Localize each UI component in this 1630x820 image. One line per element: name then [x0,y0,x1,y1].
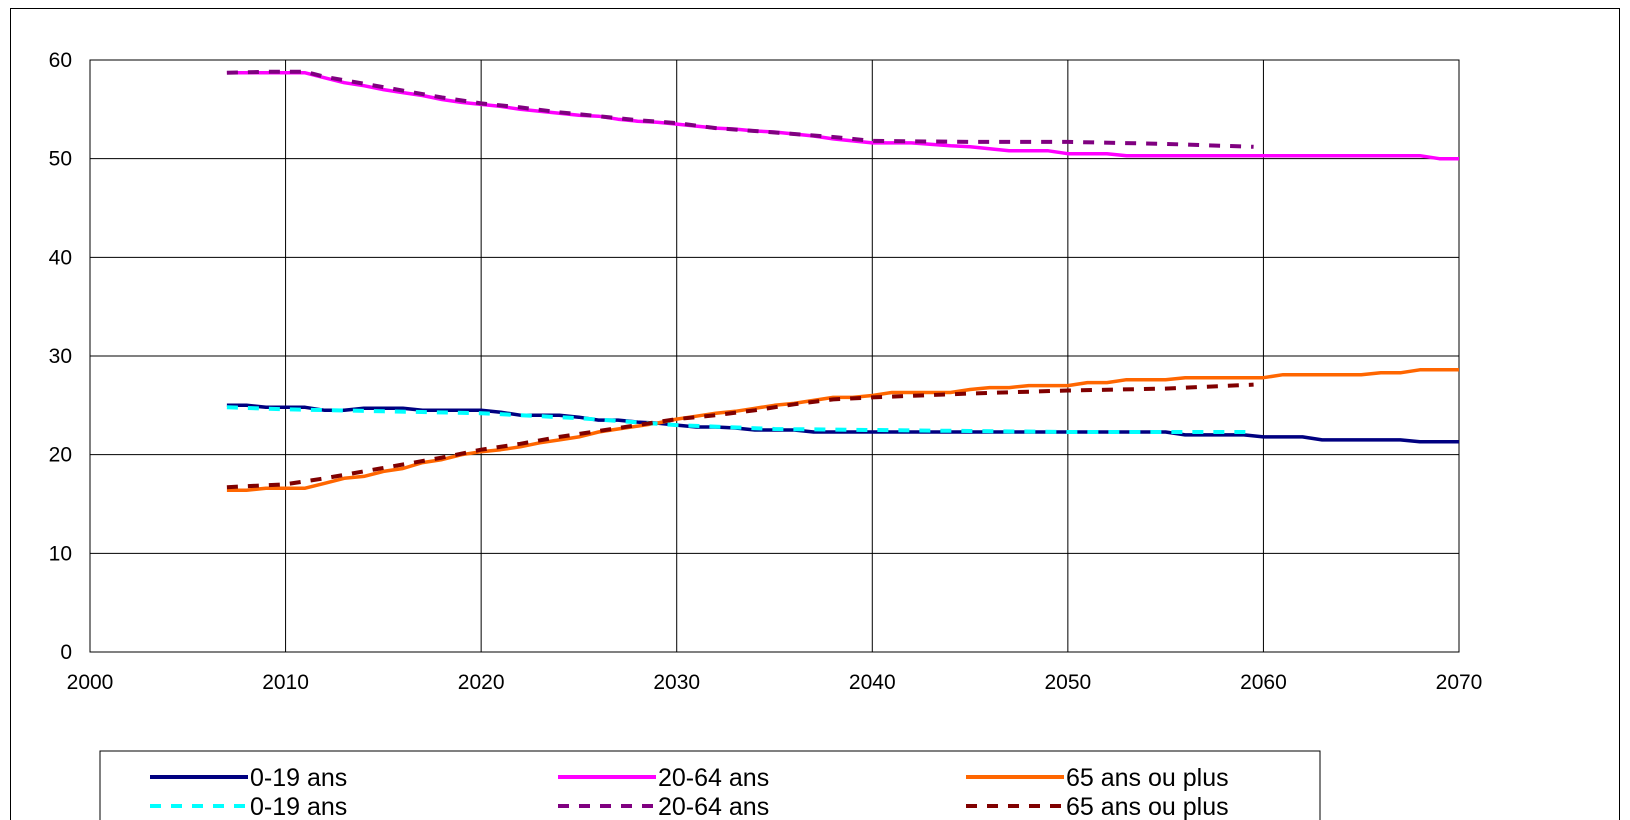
legend-label: 20-64 ans [658,764,769,792]
y-tick-label: 20 [49,444,72,467]
series-line-solid-0-19-ans [226,403,1459,444]
y-tick-label: 0 [60,641,72,664]
x-tick-label: 2000 [67,671,114,694]
y-tick-label: 30 [49,345,72,368]
series-lines [226,69,1459,492]
y-tick-label: 10 [49,542,72,565]
y-tick-label: 60 [49,49,72,72]
x-tick-label: 2010 [262,671,309,694]
gridlines [89,59,1460,653]
y-tick-label: 50 [49,148,72,171]
legend-label: 65 ans ou plus [1066,764,1229,792]
legend-label: 0-19 ans [250,764,347,792]
x-tick-label: 2020 [458,671,505,694]
legend-box [99,750,1321,820]
x-axis-tick-labels: 2000 2010 2020 2030 2040 2050 2060 2070 [67,671,1483,694]
chart-frame [10,8,1620,820]
series-line-dashed-20-64-ans [226,69,1254,149]
x-tick-label: 2030 [653,671,700,694]
legend: 0-19 ans 20-64 ans 65 ans ou plus 0-19 ans 2… [99,750,1321,820]
legend-label: 20-64 ans [658,793,769,820]
x-tick-label: 2050 [1044,671,1091,694]
x-tick-label: 2070 [1436,671,1483,694]
series-line-dashed-65-ans-ou-plus [226,382,1254,490]
legend-label: 65 ans ou plus [1066,793,1229,820]
x-tick-label: 2040 [849,671,896,694]
y-tick-label: 40 [49,246,72,269]
legend-label: 0-19 ans [250,793,347,820]
y-axis-tick-labels: 0 10 20 30 40 50 60 [49,49,72,664]
x-tick-label: 2060 [1240,671,1287,694]
